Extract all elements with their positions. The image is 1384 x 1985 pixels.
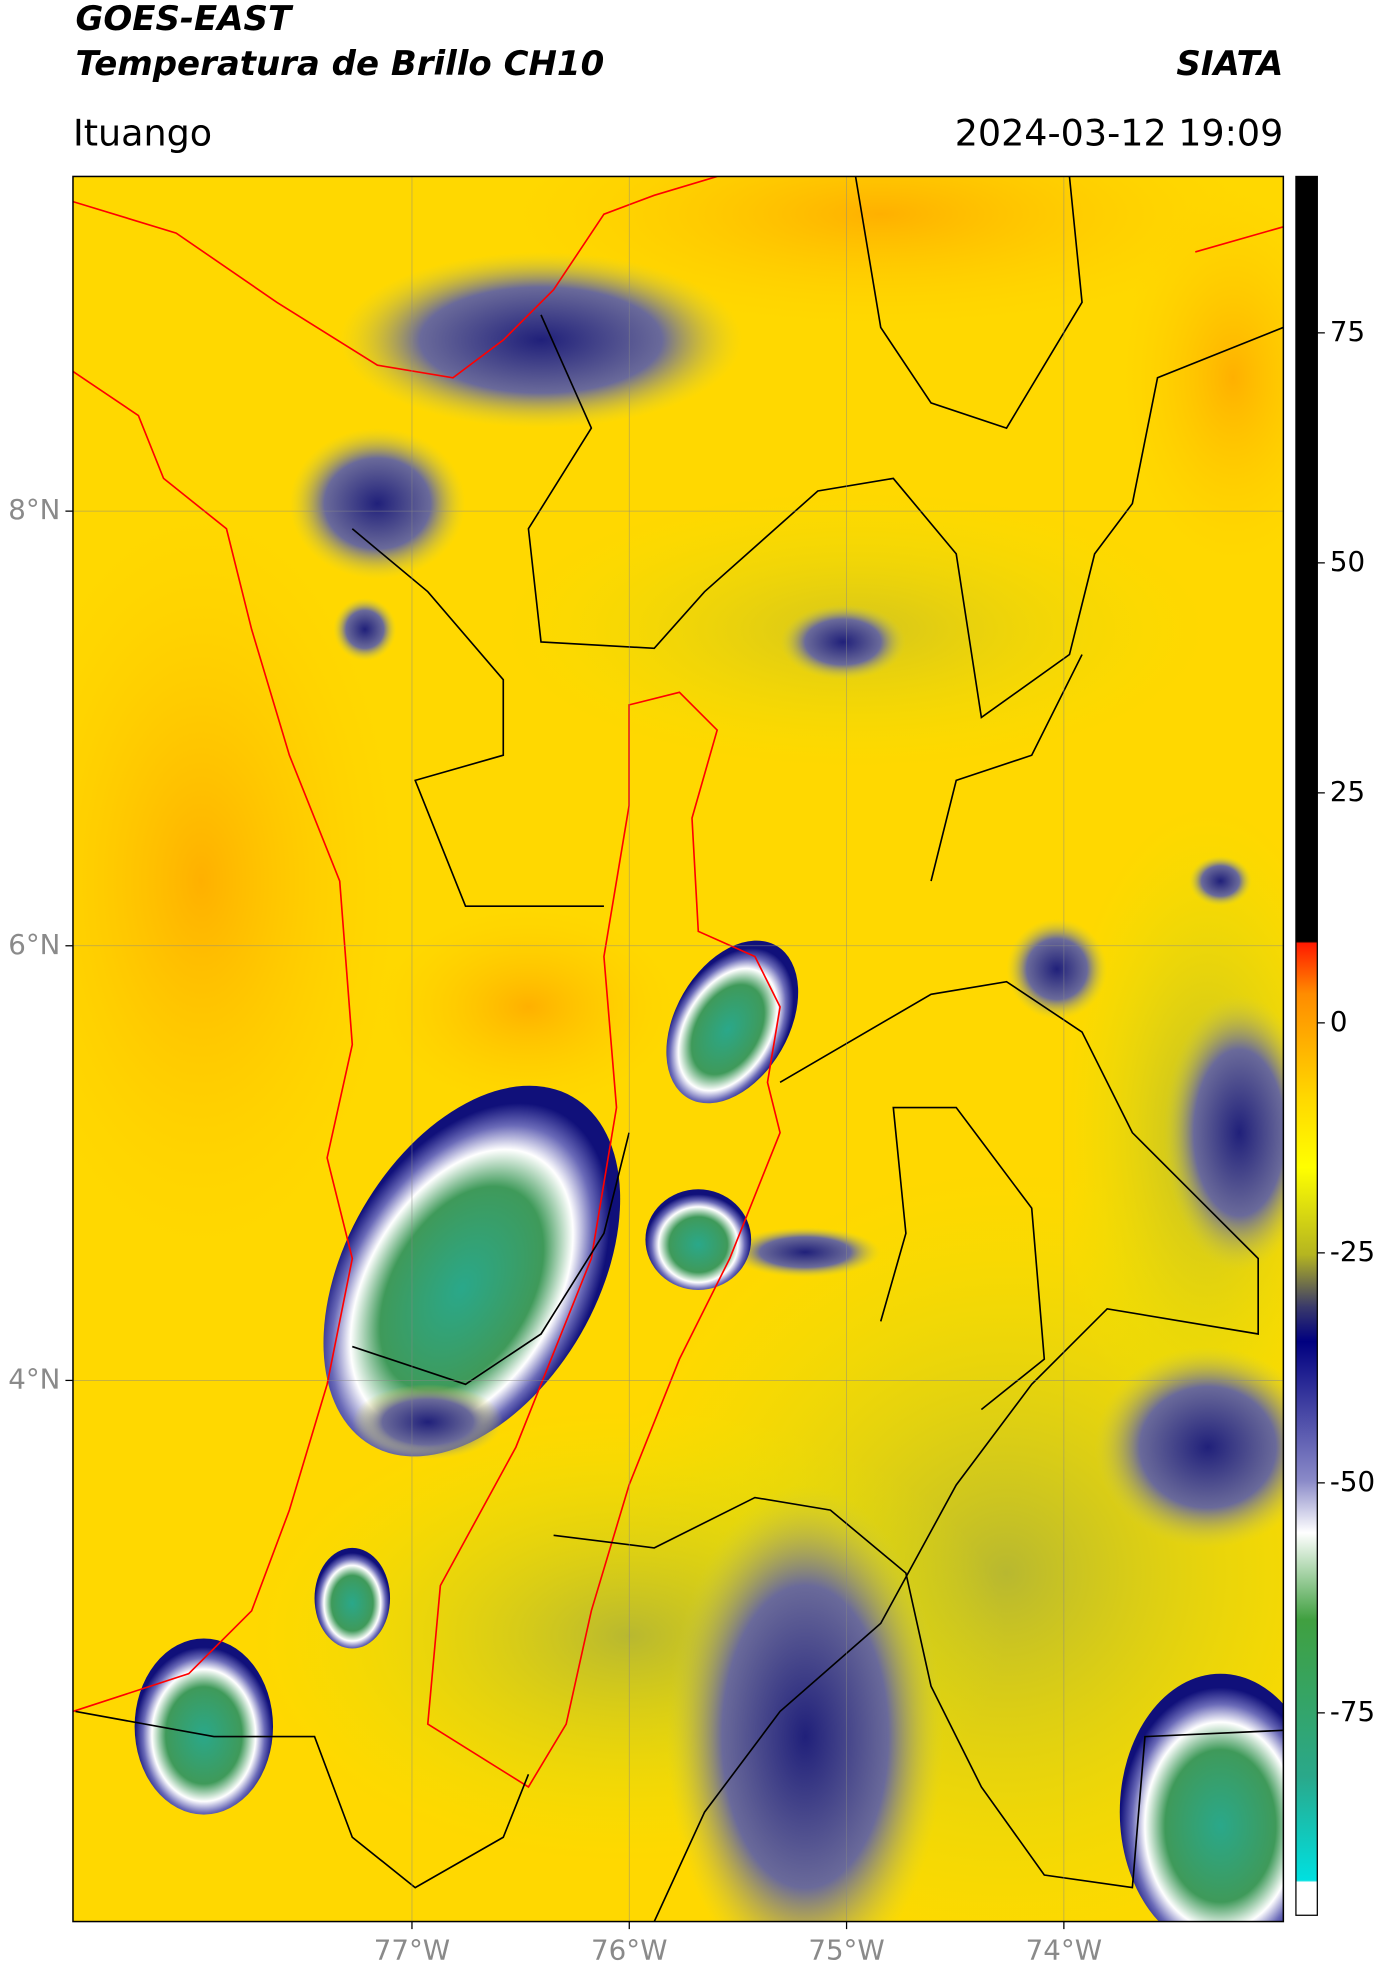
colorbar-tick-label: -25 <box>1330 1235 1375 1268</box>
colorbar-tick-label: 0 <box>1330 1005 1348 1038</box>
lon-label: 77°W <box>374 1934 450 1967</box>
colorbar-tick-label: 50 <box>1330 545 1365 578</box>
lon-label: 76°W <box>591 1934 667 1967</box>
location: Ituango <box>73 111 212 154</box>
map-imagery <box>72 176 1284 1922</box>
timestamp: 2024-03-12 19:09 <box>955 111 1284 154</box>
map-frame <box>72 175 1285 1923</box>
title-line: GOES-EAST <box>75 0 293 39</box>
lat-label: 6°N <box>8 928 60 961</box>
colorbar-tick-label: 75 <box>1330 315 1365 348</box>
colorbar-tick-label: 25 <box>1330 775 1365 808</box>
lon-label: 75°W <box>808 1934 884 1967</box>
brand: SIATA <box>1176 44 1283 84</box>
lat-label: 4°N <box>8 1362 60 1395</box>
graticule <box>72 176 1284 1922</box>
title-line: Temperatura de Brillo CH10 <box>75 44 604 84</box>
colorbar <box>1295 175 1318 1916</box>
colorbar-tick-label: -75 <box>1330 1695 1375 1728</box>
borders <box>72 176 1284 1922</box>
lat-label: 8°N <box>8 493 60 526</box>
colorbar-tick-label: -50 <box>1330 1465 1375 1498</box>
lon-label: 74°W <box>1026 1934 1102 1967</box>
